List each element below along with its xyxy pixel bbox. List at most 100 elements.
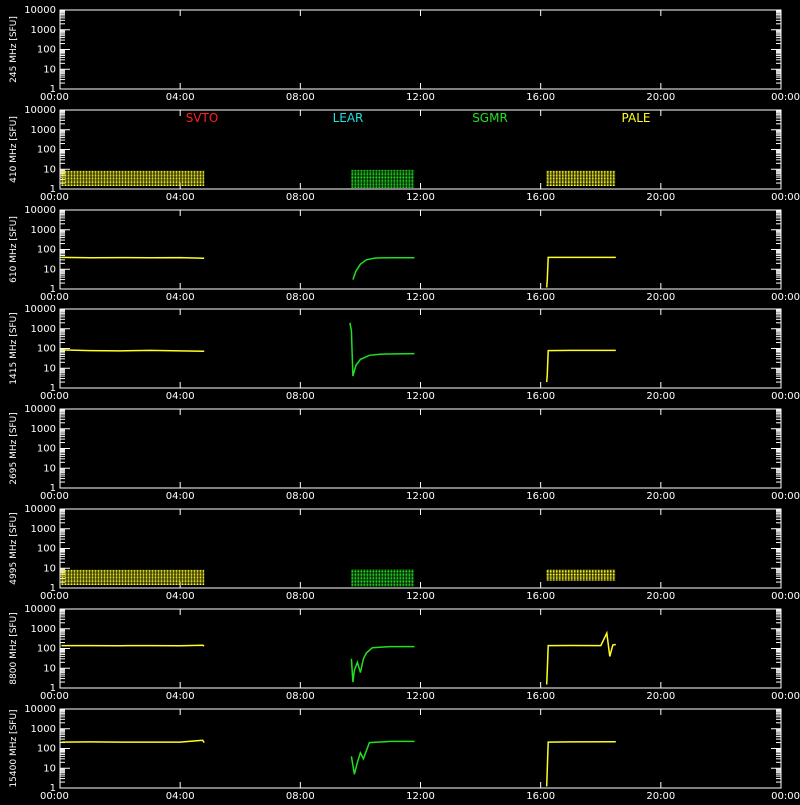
series-line-SGMR [352,257,415,280]
y-tick-label: 10000 [24,5,56,16]
x-tick-label: 20:00 [646,591,675,602]
y-tick-label: 100 [37,344,56,355]
x-tick-label: 00:00 [771,92,800,103]
y-tick-label: 1000 [31,524,56,535]
y-tick-label: 1 [50,783,56,794]
x-tick-label: 16:00 [526,491,555,502]
y-tick-label: 10 [43,763,56,774]
x-tick-label: 04:00 [166,292,195,303]
x-tick-label: 08:00 [286,591,315,602]
y-tick-label: 10 [43,164,56,175]
series-line-PALE [61,349,205,353]
x-tick-label: 16:00 [526,391,555,402]
y-axis-label: 4995 MHz [SFU] [9,512,19,584]
y-tick-label: 100 [37,644,56,655]
x-tick-label: 12:00 [406,292,435,303]
y-axis-label: 15400 MHz [SFU] [9,709,19,787]
x-tick-label: 16:00 [526,691,555,702]
x-tick-label: 08:00 [286,491,315,502]
x-tick-label: 16:00 [526,791,555,800]
x-tick-label: 00:00 [771,791,800,800]
panel-frame [59,708,782,789]
y-axis-label: 8800 MHz [SFU] [9,612,19,684]
y-tick-label: 10 [43,363,56,374]
panel-5: 1 10 100 1000 10000 4995 MHz [SFU] 00:00 04:00 0… [9,504,800,602]
y-tick-label: 10000 [24,205,56,216]
panel-frame [59,308,782,389]
y-tick-label: 10000 [24,404,56,415]
series-line-PALE [545,630,616,685]
panel-7: 1 10 100 1000 10000 15400 MHz [SFU] 00:00 04:00… [9,704,800,802]
x-tick-label: 04:00 [166,791,195,800]
x-tick-label: 12:00 [406,591,435,602]
y-axis-label: 1415 MHz [SFU] [9,312,19,384]
x-tick-label: 00:00 [771,391,800,402]
series-line-PALE [61,256,205,260]
y-tick-label: 100 [37,544,56,555]
y-axis-label: 245 MHz [SFU] [9,16,19,83]
y-axis-label: 410 MHz [SFU] [9,116,19,183]
x-tick-label: 00:00 [771,691,800,702]
x-tick-label: 00:00 [40,292,69,303]
y-tick-label: 1000 [31,125,56,136]
x-tick-label: 12:00 [406,691,435,702]
y-tick-label: 1 [50,683,56,694]
y-tick-label: 10000 [24,504,56,515]
x-tick-label: 20:00 [646,292,675,303]
y-tick-label: 10 [43,463,56,474]
legend-lear: LEAR [333,111,364,125]
y-tick-label: 100 [37,145,56,156]
x-tick-label: 08:00 [286,391,315,402]
x-tick-label: 00:00 [40,192,69,203]
series-line-PALE [61,739,205,744]
panel-frame [59,9,782,90]
series-line-SGMR [350,645,415,683]
panel-3: 1 10 100 1000 10000 1415 MHz [SFU] 00:00 04:00 0… [9,304,800,402]
x-tick-label: 08:00 [286,292,315,303]
x-tick-label: 20:00 [646,791,675,800]
y-tick-label: 10000 [24,304,56,315]
x-tick-label: 12:00 [406,192,435,203]
x-tick-label: 20:00 [646,92,675,103]
series-line-PALE [545,256,616,288]
panel-2: 1 10 100 1000 10000 610 MHz [SFU] 00:00 04:00 08… [9,205,800,303]
panel-frame [59,209,782,290]
x-tick-label: 00:00 [40,491,69,502]
x-tick-label: 16:00 [526,292,555,303]
y-axis-label: 610 MHz [SFU] [9,216,19,283]
x-tick-label: 20:00 [646,391,675,402]
legend-pale: PALE [622,111,651,125]
x-tick-label: 12:00 [406,391,435,402]
y-tick-label: 1000 [31,724,56,735]
panel-1: 1 10 100 1000 10000 410 MHz [SFU] 00:00 04:00 08… [9,105,800,203]
y-tick-label: 10 [43,64,56,75]
y-axis-label: 2695 MHz [SFU] [9,412,19,484]
x-tick-label: 16:00 [526,192,555,203]
y-tick-label: 100 [37,444,56,455]
x-tick-label: 04:00 [166,491,195,502]
y-tick-label: 1000 [31,324,56,335]
x-tick-label: 04:00 [166,192,195,203]
series-line-PALE [61,644,205,647]
panel-6: 1 10 100 1000 10000 8800 MHz [SFU] 00:00 04:00 0… [9,604,800,702]
x-tick-label: 04:00 [166,92,195,103]
x-tick-label: 00:00 [771,491,800,502]
y-tick-label: 1000 [31,424,56,435]
x-tick-label: 00:00 [771,192,800,203]
x-tick-label: 04:00 [166,591,195,602]
y-tick-label: 100 [37,744,56,755]
y-tick-label: 10000 [24,704,56,715]
y-tick-label: 1 [50,583,56,594]
x-tick-label: 12:00 [406,92,435,103]
panel-frame [59,608,782,689]
x-tick-label: 08:00 [286,92,315,103]
y-tick-label: 1000 [31,225,56,236]
series-line-PALE [545,740,616,787]
panel-0: 1 10 100 1000 10000 245 MHz [SFU] 00:00 04:00 08… [9,5,800,103]
y-tick-label: 10000 [24,604,56,615]
x-tick-label: 16:00 [526,92,555,103]
y-tick-label: 1 [50,383,56,394]
series-line-SGMR [350,740,415,775]
